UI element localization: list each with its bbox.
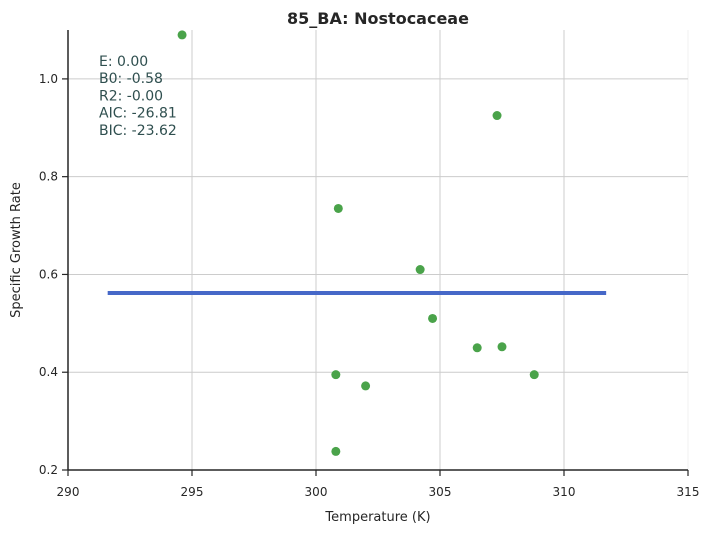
- data-point: [428, 313, 438, 323]
- data-point: [472, 343, 482, 353]
- x-tick-label: 315: [677, 485, 700, 499]
- fit-statistic: E: 0.00: [99, 54, 148, 70]
- x-tick-label: 290: [57, 485, 80, 499]
- fit-statistic: B0: -0.58: [99, 71, 163, 87]
- x-axis-label: Temperature (K): [324, 510, 430, 525]
- data-point: [177, 30, 187, 40]
- data-points: [177, 30, 539, 456]
- data-point: [415, 265, 425, 275]
- data-point: [361, 381, 371, 391]
- x-tick-label: 295: [181, 485, 204, 499]
- data-point: [333, 203, 343, 213]
- y-tick-label: 0.2: [39, 463, 58, 477]
- chart-title: 85_BA: Nostocaceae: [287, 9, 469, 28]
- data-point: [331, 370, 341, 380]
- y-tick-label: 0.8: [39, 170, 58, 184]
- axes: [67, 30, 688, 471]
- grid: [68, 30, 689, 470]
- data-point: [497, 342, 507, 352]
- y-tick-label: 1.0: [39, 72, 58, 86]
- data-point: [492, 111, 502, 121]
- x-axis-ticks: 290 295 300 305 310 315: [57, 470, 700, 499]
- y-axis-label: Specific Growth Rate: [9, 182, 24, 318]
- data-point: [529, 370, 539, 380]
- data-point: [331, 446, 341, 456]
- y-axis-ticks: 0.2 0.4 0.6 0.8 1.0: [39, 72, 68, 477]
- y-tick-label: 0.6: [39, 267, 58, 281]
- fit-statistic: BIC: -23.62: [99, 123, 177, 139]
- fit-statistic: R2: -0.00: [99, 88, 163, 104]
- x-tick-label: 300: [305, 485, 328, 499]
- x-tick-label: 305: [429, 485, 452, 499]
- y-tick-label: 0.4: [39, 365, 58, 379]
- fit-statistic: AIC: -26.81: [99, 106, 177, 122]
- x-tick-label: 310: [553, 485, 576, 499]
